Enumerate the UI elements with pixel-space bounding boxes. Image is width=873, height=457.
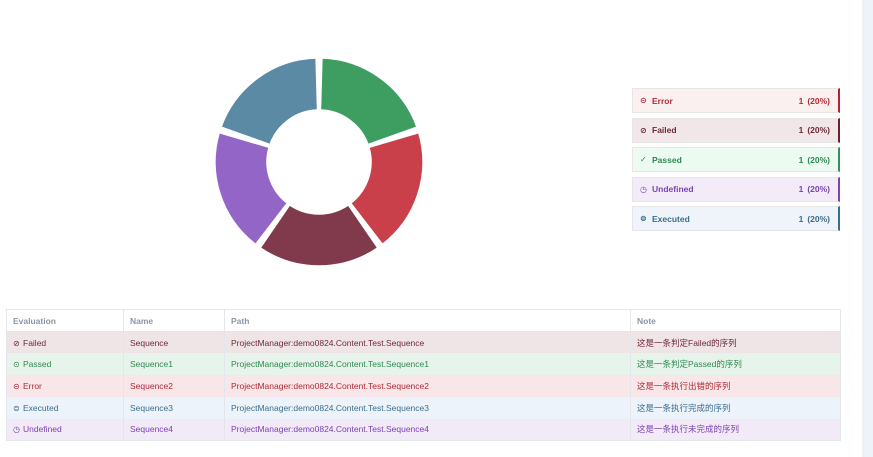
cell-path: ProjectManager:demo0824.Content.Test.Seq… <box>224 375 631 397</box>
legend-label: Undefined <box>652 184 694 194</box>
cell-name: Sequence3 <box>123 396 225 419</box>
column-header-evaluation[interactable]: Evaluation <box>6 309 124 332</box>
sequence-results-table: Evaluation Name Path Note ⊘ Failed Sequenc… <box>6 309 841 441</box>
table-row[interactable]: ⊙ Passed Sequence1 ProjectManager:demo0824.… <box>6 353 841 376</box>
legend-label: Executed <box>652 213 690 224</box>
evaluation-text: Failed <box>23 337 47 348</box>
executed-play-icon: ⊜ <box>13 403 20 413</box>
legend-label: Passed <box>652 154 682 165</box>
undefined-clock-icon: ◷ <box>13 425 20 435</box>
donut-slice-passed[interactable] <box>319 57 418 146</box>
legend-percent: (20%) <box>807 213 830 224</box>
cell-name: Sequence2 <box>123 375 225 397</box>
table-row[interactable]: ⊝ Error Sequence2 ProjectManager:demo0824.C… <box>6 375 841 397</box>
legend-percent: (20%) <box>807 125 830 135</box>
cell-name: Sequence4 <box>123 418 225 441</box>
legend-percent: (20%) <box>807 184 830 194</box>
column-header-name[interactable]: Name <box>123 309 225 332</box>
cell-evaluation: ⊘ Failed <box>6 331 124 354</box>
evaluation-donut-chart <box>213 56 425 268</box>
cell-note: 这是一条判定Passed的序列 <box>630 353 841 376</box>
cell-name: Sequence <box>123 331 225 354</box>
cell-name: Sequence1 <box>123 353 225 376</box>
legend-item-error[interactable]: ⊝ Error 1 (20%) <box>632 88 840 113</box>
donut-slice-failed[interactable] <box>259 204 379 267</box>
executed-play-icon: ⊜ <box>640 214 647 223</box>
cell-note: 这是一条执行未完成的序列 <box>630 418 841 441</box>
legend-count: 1 <box>798 184 804 194</box>
cell-note: 这是一条执行完成的序列 <box>630 396 841 419</box>
legend-label: Failed <box>652 125 677 135</box>
evaluation-text: Passed <box>23 359 52 370</box>
legend-label: Error <box>652 95 673 106</box>
cell-note: 这是一条执行出错的序列 <box>630 375 841 397</box>
table-row[interactable]: ⊜ Executed Sequence3 ProjectManager:demo082… <box>6 396 841 419</box>
legend-count: 1 <box>798 125 804 135</box>
undefined-clock-icon: ◷ <box>640 184 647 194</box>
legend-item-undefined[interactable]: ◷ Undefined 1 (20%) <box>632 176 840 202</box>
cell-evaluation: ⊙ Passed <box>6 353 124 376</box>
error-circle-icon: ⊝ <box>640 96 647 105</box>
cell-path: ProjectManager:demo0824.Content.Test.Seq… <box>224 396 631 419</box>
passed-check-icon: ✓ <box>640 155 647 164</box>
right-side-panel-strip <box>862 0 873 457</box>
column-header-note[interactable]: Note <box>630 309 841 332</box>
cell-evaluation: ⊝ Error <box>6 375 124 397</box>
legend-count: 1 <box>798 213 804 224</box>
donut-slice-executed[interactable] <box>220 57 319 146</box>
cell-path: ProjectManager:demo0824.Content.Test.Seq… <box>224 418 631 441</box>
legend-item-passed[interactable]: ✓ Passed 1 (20%) <box>632 147 840 172</box>
table-row[interactable]: ⊘ Failed Sequence ProjectManager:demo0824.C… <box>6 331 841 354</box>
evaluation-text: Undefined <box>23 424 62 435</box>
donut-chart-svg <box>214 57 424 267</box>
cell-evaluation: ◷ Undefined <box>6 418 124 441</box>
passed-check-icon: ⊙ <box>13 360 20 370</box>
legend-count: 1 <box>798 95 804 106</box>
error-circle-icon: ⊝ <box>13 381 20 391</box>
failed-slash-icon: ⊘ <box>13 338 20 348</box>
cell-evaluation: ⊜ Executed <box>6 396 124 419</box>
cell-path: ProjectManager:demo0824.Content.Test.Seq… <box>224 331 631 354</box>
legend-item-failed[interactable]: ⊘ Failed 1 (20%) <box>632 117 840 143</box>
table-header-row: Evaluation Name Path Note <box>6 309 841 332</box>
column-header-path[interactable]: Path <box>224 309 631 332</box>
cell-note: 这是一条判定Failed的序列 <box>630 331 841 354</box>
failed-slash-icon: ⊘ <box>640 125 647 135</box>
cell-path: ProjectManager:demo0824.Content.Test.Seq… <box>224 353 631 376</box>
table-row[interactable]: ◷ Undefined Sequence4 ProjectManager:demo08… <box>6 418 841 441</box>
donut-slice-error[interactable] <box>349 131 424 246</box>
donut-slice-undefined[interactable] <box>214 131 289 246</box>
evaluation-text: Error <box>23 380 42 391</box>
legend-item-executed[interactable]: ⊜ Executed 1 (20%) <box>632 206 840 231</box>
legend-percent: (20%) <box>807 95 830 106</box>
legend-percent: (20%) <box>807 154 830 165</box>
evaluation-legend: ⊝ Error 1 (20%) ⊘ Failed 1 (20%) ✓ Passed 1 (20%) ◷ U… <box>632 88 840 236</box>
legend-count: 1 <box>798 154 804 165</box>
evaluation-text: Executed <box>23 402 59 413</box>
